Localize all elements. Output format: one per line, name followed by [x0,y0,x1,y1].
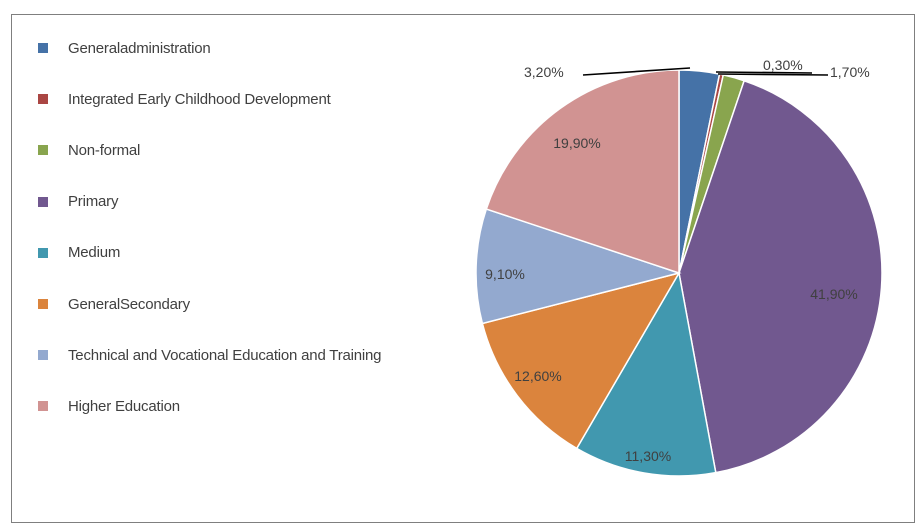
data-label: 9,10% [485,266,525,282]
data-label: 3,20% [524,64,564,80]
legend-label: Primary [68,193,119,211]
legend-item: Higher Education [38,396,180,416]
data-label: 11,30% [625,448,671,464]
legend-item: Non-formal [38,140,140,160]
legend-label: Non-formal [68,141,141,159]
legend-swatch [38,43,48,53]
legend-swatch [38,299,48,309]
legend-label: Higher Education [68,397,180,415]
legend-swatch [38,350,48,361]
pie-slice [481,271,681,450]
data-label: 1,70% [830,64,870,80]
pie-slice [485,69,680,275]
legend-item: Technical and Vocational Education and T… [38,345,382,365]
leader-line [717,73,829,76]
pie-slice [678,79,883,474]
pie-slice [475,208,682,325]
data-label: 41,90% [810,286,857,302]
data-label: 12,60% [514,368,561,384]
legend-item: Generaladministration [38,38,211,58]
data-label: 0,30% [763,57,803,73]
legend-item: Medium [38,243,120,263]
legend-item: GeneralSecondary [38,294,190,314]
legend-swatch [38,94,48,105]
legend-swatch [38,247,48,258]
legend-item: Integrated Early Childhood Development [38,89,331,109]
legend-swatch [38,145,48,156]
legend-label: GeneralSecondary [68,295,190,313]
pie-slice [575,270,717,477]
legend-swatch [38,196,48,207]
leader-line [715,71,813,74]
legend-label: Technical and Vocational Education and T… [68,346,382,364]
legend-swatch [38,401,48,412]
legend-label: Medium [68,244,121,262]
legend-label: Generaladministration [68,39,211,57]
legend-label: Integrated Early Childhood Development [68,90,331,108]
leader-line [582,67,691,76]
legend-item: Primary [38,192,118,212]
data-label: 19,90% [553,135,600,151]
